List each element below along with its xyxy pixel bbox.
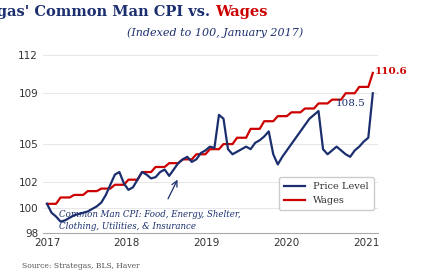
Text: 110.6: 110.6 <box>375 67 407 76</box>
Text: Strategas' Common Man CPI vs.: Strategas' Common Man CPI vs. <box>0 5 215 19</box>
Text: Source: Strategas, BLS, Haver: Source: Strategas, BLS, Haver <box>22 262 139 270</box>
Text: (Indexed to 100, January 2017): (Indexed to 100, January 2017) <box>127 27 303 38</box>
Text: Wages: Wages <box>215 5 267 19</box>
Legend: Price Level, Wages: Price Level, Wages <box>279 177 374 210</box>
Text: 108.5: 108.5 <box>336 99 366 108</box>
Text: Common Man CPI: Food, Energy, Shelter,
Clothing, Utilities, & Insurance: Common Man CPI: Food, Energy, Shelter, C… <box>59 210 241 231</box>
